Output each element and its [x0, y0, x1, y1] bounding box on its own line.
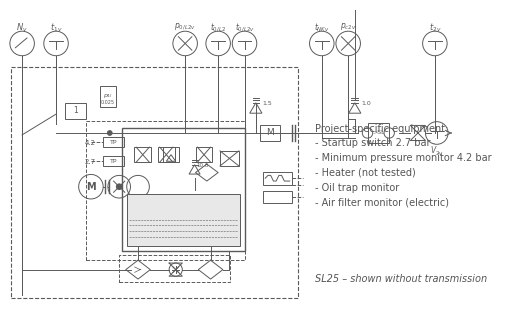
- Bar: [127, 194, 240, 246]
- Bar: [220, 151, 239, 166]
- Text: $\dot{V}_{2v}$: $\dot{V}_{2v}$: [430, 142, 444, 158]
- Text: $t_{2v}$: $t_{2v}$: [428, 21, 441, 34]
- Text: TP: TP: [110, 140, 117, 145]
- Bar: [122, 128, 245, 251]
- Text: Project-specific equipment:
- Startup switch 2.7 bar
- Minimum pressure monitor : Project-specific equipment: - Startup sw…: [315, 123, 492, 208]
- Circle shape: [117, 184, 122, 190]
- Bar: [103, 156, 124, 166]
- Bar: [100, 86, 117, 107]
- Text: 4.2: 4.2: [85, 140, 96, 146]
- Text: 0.025: 0.025: [101, 100, 115, 105]
- Text: M: M: [266, 128, 274, 137]
- Text: 1.5: 1.5: [262, 101, 272, 106]
- Bar: [195, 147, 213, 162]
- Bar: [134, 147, 151, 162]
- Text: 2.7: 2.7: [85, 159, 96, 165]
- Bar: [259, 125, 280, 141]
- Bar: [163, 147, 179, 162]
- Text: 1: 1: [74, 106, 78, 115]
- Text: TP: TP: [110, 159, 117, 164]
- Text: $t_{NKv}$: $t_{NKv}$: [314, 21, 330, 34]
- Bar: [368, 122, 389, 143]
- Bar: [264, 191, 292, 203]
- Text: $t_{1v}$: $t_{1v}$: [50, 21, 62, 34]
- Text: $t_{0/L2}$: $t_{0/L2}$: [210, 21, 226, 34]
- Text: $p_{4l}$: $p_{4l}$: [103, 92, 113, 100]
- Circle shape: [108, 131, 112, 135]
- Text: $t_{0/L2v}$: $t_{0/L2v}$: [235, 21, 255, 34]
- Text: $p_{c2v}$: $p_{c2v}$: [340, 21, 356, 32]
- Text: >SL: >SL: [372, 130, 385, 135]
- Bar: [264, 172, 292, 185]
- Text: $p_{0/L2v}$: $p_{0/L2v}$: [174, 21, 196, 32]
- Bar: [119, 256, 230, 282]
- Text: 1.0: 1.0: [361, 101, 371, 106]
- Bar: [158, 147, 175, 162]
- Bar: [66, 103, 86, 119]
- Bar: [103, 137, 124, 147]
- Text: M: M: [86, 182, 96, 192]
- Text: SL25 – shown without transmission: SL25 – shown without transmission: [315, 274, 487, 284]
- Text: $N_v$: $N_v$: [16, 21, 28, 34]
- Bar: [11, 67, 298, 298]
- Bar: [86, 121, 245, 260]
- Text: 10.6: 10.6: [196, 164, 208, 168]
